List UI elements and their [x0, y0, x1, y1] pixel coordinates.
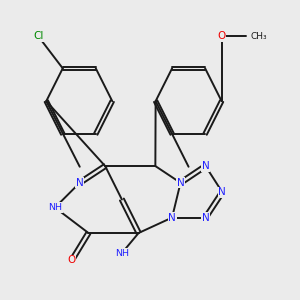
Text: N: N: [202, 161, 209, 171]
Text: N: N: [177, 178, 184, 188]
Text: N: N: [218, 187, 226, 197]
Text: O: O: [68, 255, 76, 266]
Text: NH: NH: [115, 249, 129, 258]
Text: N: N: [202, 213, 209, 223]
Text: Cl: Cl: [33, 31, 44, 41]
Text: CH₃: CH₃: [250, 32, 267, 41]
Text: O: O: [218, 31, 226, 41]
Text: NH: NH: [48, 203, 62, 212]
Text: N: N: [168, 213, 176, 223]
Text: N: N: [76, 178, 84, 188]
